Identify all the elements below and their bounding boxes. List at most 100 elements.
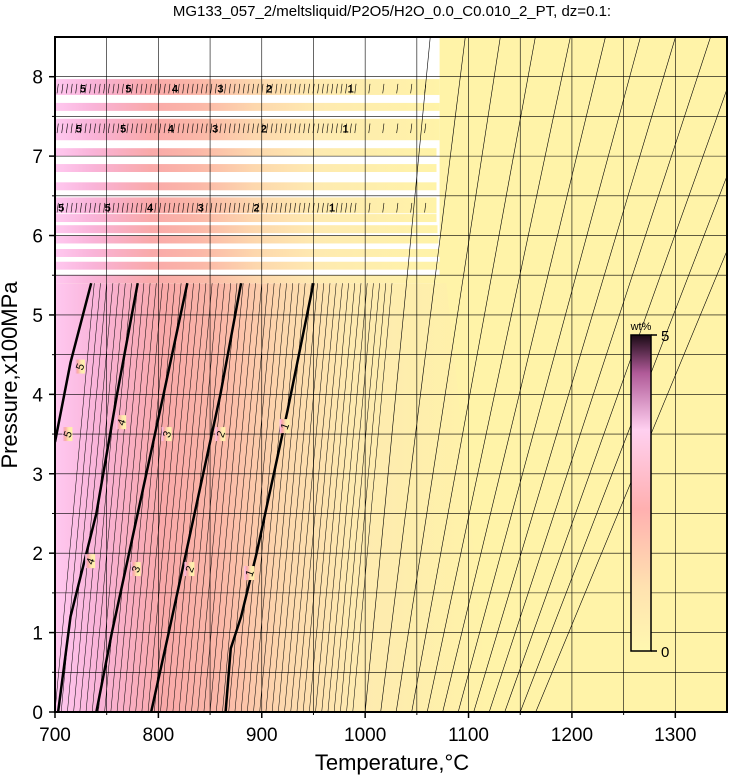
stripe-tick bbox=[200, 202, 203, 213]
contour-label: 4 bbox=[84, 554, 98, 569]
contour-label-bg bbox=[130, 562, 141, 577]
stripe-tick bbox=[219, 83, 222, 94]
stripe-tick bbox=[331, 83, 334, 94]
stripe-band bbox=[55, 249, 441, 257]
minor-contour bbox=[166, 283, 207, 712]
stripe-tick bbox=[84, 202, 87, 213]
stripe-tick bbox=[177, 123, 180, 134]
x-tick-label: 1200 bbox=[551, 725, 593, 746]
stripe-tick bbox=[335, 83, 338, 94]
contour-label: 2 bbox=[184, 562, 197, 577]
stripe-tick bbox=[131, 83, 134, 94]
stripe-tick bbox=[275, 123, 278, 134]
stripe-band bbox=[55, 164, 437, 172]
stripe-tick bbox=[187, 202, 189, 213]
stripe-tick bbox=[280, 123, 282, 134]
minor-contour bbox=[259, 283, 300, 712]
stripe-tick bbox=[80, 202, 82, 213]
minor-contour bbox=[457, 37, 641, 712]
stripe-tick bbox=[168, 202, 171, 213]
minor-contour bbox=[346, 283, 387, 712]
stripe-band bbox=[55, 132, 440, 141]
stripe-tick bbox=[121, 123, 124, 134]
minor-contour bbox=[290, 283, 331, 712]
contour-line bbox=[56, 282, 139, 712]
contour-label: 1 bbox=[279, 419, 292, 434]
stripe-tick bbox=[61, 202, 64, 213]
contour-line bbox=[95, 282, 189, 712]
melt-field bbox=[55, 283, 490, 712]
minor-contour bbox=[209, 283, 250, 712]
stripe-tick bbox=[163, 83, 166, 94]
minor-contour bbox=[247, 283, 287, 712]
stripe-tick bbox=[256, 83, 259, 94]
stripe-tick bbox=[177, 83, 180, 94]
stripe-label: 2 bbox=[266, 84, 272, 96]
stripe-tick bbox=[107, 123, 110, 134]
stripe-tick bbox=[317, 202, 320, 213]
contour-label-text: 3 bbox=[130, 564, 143, 574]
minor-contour bbox=[122, 283, 163, 712]
minor-contour bbox=[271, 283, 312, 712]
stripe-tick bbox=[98, 202, 101, 213]
stripe-tick bbox=[345, 83, 348, 94]
y-axis-title: Pressure,x100MPa bbox=[0, 281, 22, 469]
stripe-tick bbox=[149, 83, 152, 94]
stripe-tick bbox=[117, 83, 120, 94]
stripe-tick bbox=[224, 123, 227, 134]
stripe-tick bbox=[321, 123, 324, 134]
stripe-label: 1 bbox=[342, 123, 348, 135]
stripe-tick bbox=[66, 123, 68, 134]
contour-label-text: 2 bbox=[184, 564, 197, 574]
stripe-tick bbox=[252, 123, 255, 134]
contour-label-bg bbox=[62, 427, 73, 442]
y-tick-label: 3 bbox=[32, 465, 43, 486]
stripe-label: 5 bbox=[120, 123, 126, 135]
contour-line bbox=[224, 282, 315, 712]
y-tick-label: 2 bbox=[32, 544, 43, 565]
stripe-tick bbox=[382, 202, 385, 213]
minor-contour bbox=[203, 283, 244, 712]
contour-label: 1 bbox=[244, 566, 257, 581]
contour-line bbox=[149, 282, 243, 712]
stripe-tick bbox=[424, 123, 427, 134]
stripe-tick bbox=[149, 123, 152, 134]
stripe-tick bbox=[182, 123, 185, 134]
melt-field-fill bbox=[55, 283, 490, 712]
minor-contour bbox=[228, 283, 269, 712]
stripe-tick bbox=[140, 202, 143, 213]
stripe-tick bbox=[228, 123, 231, 134]
contour-label: 5 bbox=[74, 359, 87, 374]
stripe-tick bbox=[135, 202, 138, 213]
stripe-band bbox=[55, 197, 437, 214]
minor-contour bbox=[67, 283, 107, 712]
stripe-tick bbox=[131, 123, 134, 134]
stripe-tick bbox=[289, 202, 292, 213]
stripe-label: 5 bbox=[58, 203, 64, 215]
contour-label: 4 bbox=[115, 415, 129, 430]
minor-contour bbox=[98, 283, 138, 712]
contour-label-bg bbox=[215, 427, 226, 442]
minor-contour bbox=[321, 283, 362, 712]
stripe-tick bbox=[75, 202, 78, 213]
minor-contour bbox=[284, 283, 325, 712]
stripe-tick bbox=[396, 202, 399, 213]
stripe-tick bbox=[89, 123, 92, 134]
stripe-label: 4 bbox=[172, 84, 179, 96]
minor-contour bbox=[73, 283, 114, 712]
contour-label-text: 1 bbox=[279, 422, 292, 432]
stripe-tick bbox=[321, 83, 324, 94]
stripe-tick bbox=[242, 83, 245, 94]
stripe-tick bbox=[168, 83, 171, 94]
stripe-tick bbox=[196, 202, 199, 213]
minor-contour bbox=[141, 283, 182, 712]
stripe-tick bbox=[214, 123, 217, 134]
stripe-tick bbox=[238, 83, 241, 94]
stripe-tick bbox=[280, 202, 282, 213]
x-tick-label: 800 bbox=[143, 725, 175, 746]
stripe-background bbox=[55, 37, 440, 284]
stripe-tick bbox=[368, 83, 371, 94]
grid bbox=[55, 37, 727, 712]
stripe-tick bbox=[317, 83, 320, 94]
stripe-tick bbox=[224, 83, 227, 94]
